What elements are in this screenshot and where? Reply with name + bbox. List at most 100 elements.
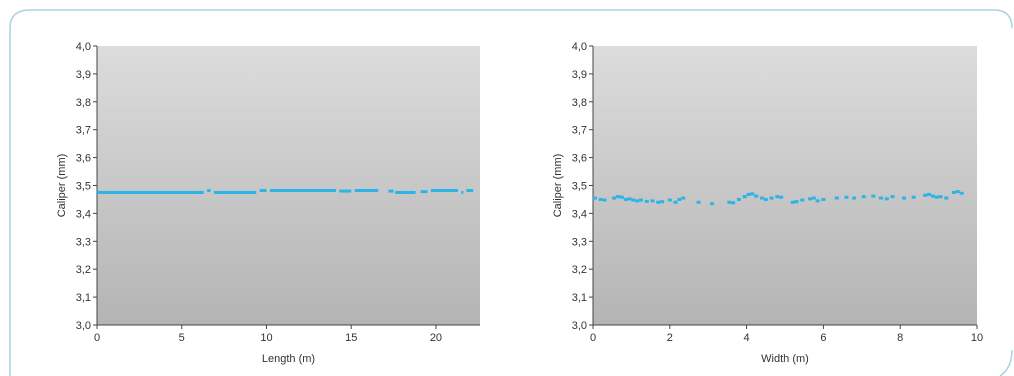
data-point: [598, 197, 603, 201]
y-tick-label: 3,5: [572, 181, 587, 193]
x-tick-label: 0: [94, 332, 100, 344]
data-point: [879, 196, 883, 200]
data-point: [934, 195, 939, 199]
data-point: [794, 200, 799, 204]
data-segment: [213, 190, 257, 194]
data-point: [815, 199, 820, 203]
data-point: [944, 196, 949, 200]
data-point: [667, 198, 672, 202]
x-tick-label: 20: [430, 332, 442, 344]
x-tick-label: 10: [971, 332, 983, 344]
plot-area: [97, 46, 480, 325]
data-segment: [339, 189, 352, 193]
data-point: [710, 202, 715, 206]
data-point: [821, 197, 826, 201]
y-axis-label: Caliper (mm): [552, 154, 564, 218]
y-tick-label: 3,0: [76, 320, 91, 332]
data-segment: [259, 189, 267, 193]
data-point: [736, 197, 741, 201]
data-segment: [269, 189, 336, 193]
data-point: [623, 197, 628, 201]
x-tick-label: 5: [179, 332, 185, 344]
plot-area: [593, 46, 977, 325]
data-point: [746, 192, 751, 196]
data-segment: [97, 190, 204, 194]
data-point: [811, 196, 816, 200]
data-point: [861, 195, 866, 199]
width-caliper-chart: 3,0 3,1 3,2 3,3 3,4 3,5 3,6 3,7 3,8 3,9 4,0 0 2 4 6 8 10…: [552, 41, 983, 365]
data-point: [927, 192, 931, 196]
data-point: [779, 195, 784, 199]
data-point: [681, 196, 686, 200]
y-tick-label: 3,4: [572, 208, 587, 220]
data-point: [631, 198, 636, 202]
y-tick-label: 3,1: [572, 292, 587, 304]
data-point: [750, 192, 755, 196]
data-point: [890, 195, 895, 199]
y-tick-label: 3,1: [76, 292, 91, 304]
data-point: [627, 197, 632, 201]
data-point: [763, 197, 768, 201]
x-tick-label: 15: [345, 332, 357, 344]
y-tick-label: 3,4: [76, 208, 91, 220]
y-tick-label: 3,9: [572, 69, 587, 81]
x-tick-label: 4: [744, 332, 750, 344]
data-point: [592, 196, 597, 200]
y-tick-label: 3,6: [76, 153, 91, 165]
data-point: [800, 198, 805, 202]
y-tick-label: 3,8: [76, 97, 91, 109]
x-axis-label: Length (m): [262, 353, 315, 365]
data-point: [834, 196, 839, 200]
data-point: [923, 193, 928, 197]
y-tick-label: 3,8: [572, 97, 587, 109]
data-point: [911, 195, 916, 199]
data-point: [677, 197, 682, 201]
data-point: [660, 200, 665, 204]
x-axis-label: Width (m): [761, 353, 809, 365]
data-point: [635, 199, 640, 203]
data-point: [615, 195, 620, 199]
data-point: [775, 195, 780, 199]
data-point: [727, 200, 732, 204]
data-segment: [430, 189, 458, 193]
data-point: [951, 190, 956, 194]
y-tick-label: 4,0: [572, 41, 587, 53]
data-point: [696, 200, 701, 204]
data-point: [612, 196, 617, 200]
data-point: [959, 191, 964, 195]
length-caliper-chart: 3,0 3,1 3,2 3,3 3,4 3,5 3,6 3,7 3,8 3,9 4,0 0 5 10 15 2…: [56, 41, 480, 365]
data-segment: [420, 190, 428, 194]
y-tick-label: 4,0: [76, 41, 91, 53]
data-segment: [207, 189, 211, 193]
y-tick-label: 3,3: [572, 236, 587, 248]
data-point: [930, 194, 935, 198]
x-tick-label: 10: [260, 332, 272, 344]
data-segment: [395, 190, 416, 194]
data-point: [639, 198, 643, 202]
x-tick-label: 8: [897, 332, 903, 344]
y-tick-label: 3,7: [572, 125, 587, 137]
data-point: [938, 195, 943, 199]
data-point: [644, 199, 649, 203]
data-point: [790, 200, 795, 204]
data-point: [673, 200, 678, 204]
data-point: [759, 196, 764, 200]
y-tick-label: 3,0: [572, 320, 587, 332]
data-point: [852, 196, 857, 200]
data-point: [656, 200, 661, 204]
y-tick-label: 3,3: [76, 236, 91, 248]
data-segment: [388, 189, 394, 193]
y-tick-label: 3,6: [572, 153, 587, 165]
data-point: [742, 195, 747, 199]
panel-border: [9, 9, 1013, 376]
y-tick-label: 3,9: [76, 69, 91, 81]
data-point: [650, 199, 655, 203]
data-point: [955, 190, 960, 194]
x-tick-label: 2: [667, 332, 673, 344]
data-point: [754, 194, 759, 198]
data-segment: [354, 189, 379, 193]
data-point: [731, 201, 736, 205]
x-tick-label: 0: [590, 332, 596, 344]
data-point: [844, 195, 849, 199]
